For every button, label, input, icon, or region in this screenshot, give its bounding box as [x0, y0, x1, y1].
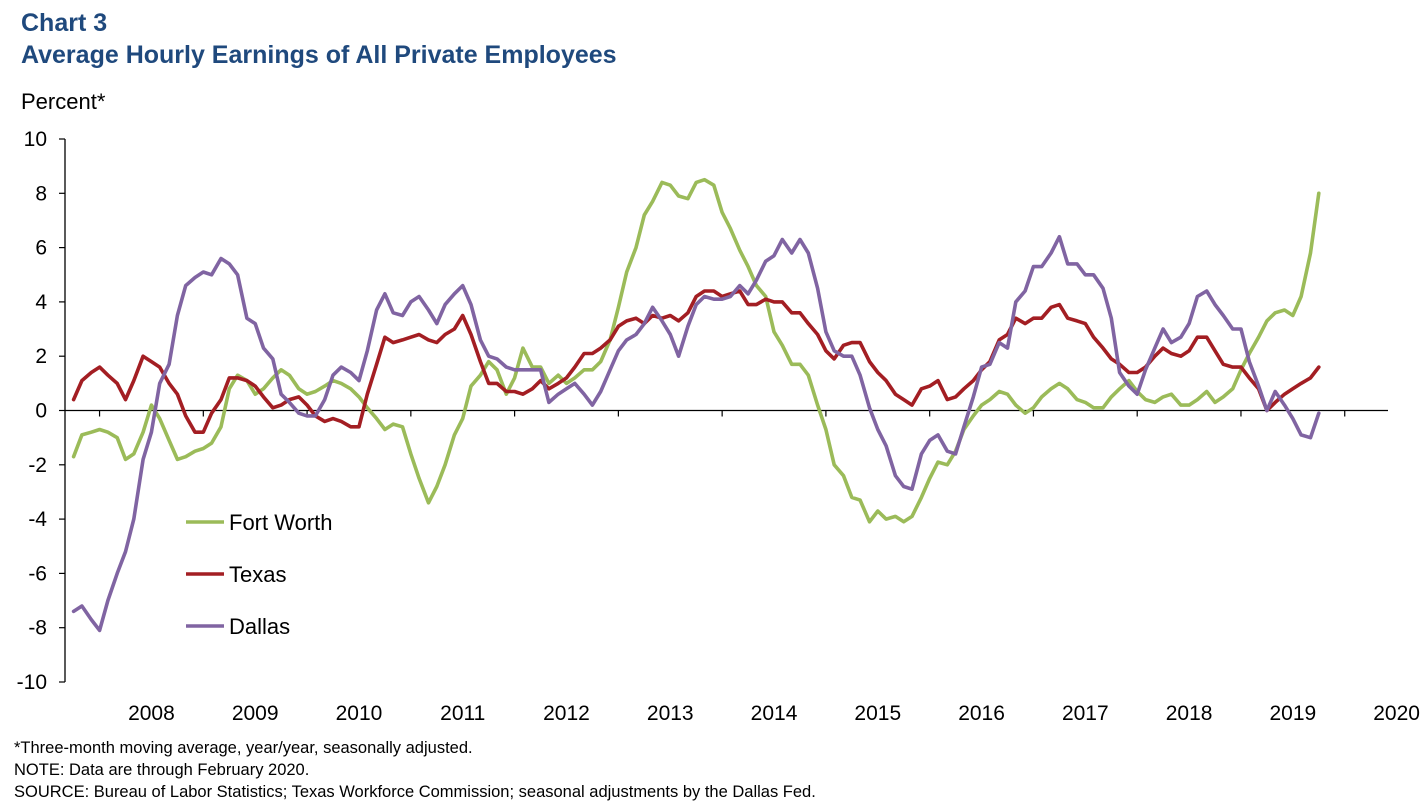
x-tick-label: 2016 [958, 702, 1005, 725]
note-text: NOTE: Data are through February 2020. [14, 761, 310, 779]
x-tick-label: 2010 [336, 702, 383, 725]
legend: Fort Worth Texas Dallas [186, 510, 333, 639]
chart-notes: *Three-month moving average, year/year, … [14, 737, 816, 803]
series-line-texas [71, 289, 1321, 434]
x-tick-label: 2014 [751, 702, 798, 725]
series-lines [71, 177, 1321, 633]
series-line-dallas [71, 234, 1321, 633]
y-tick-label: 0 [35, 400, 47, 423]
x-tick-label: 2008 [128, 702, 175, 725]
x-tick-label: 2017 [1062, 702, 1109, 725]
y-tick-label: 8 [35, 182, 47, 205]
x-tick-label: 2013 [647, 702, 694, 725]
y-tick-label: -2 [28, 454, 47, 477]
x-tick-label: 2020 [1373, 702, 1420, 725]
legend-label-dallas: Dallas [229, 614, 290, 639]
chart-label: Chart 3 [21, 9, 108, 37]
footnote-text: *Three-month moving average, year/year, … [14, 739, 473, 757]
legend-label-fort-worth: Fort Worth [229, 510, 333, 535]
x-tick-label: 2018 [1166, 702, 1213, 725]
x-tick-labels: 2008 2009 2010 2011 2012 2013 2014 2015 2016 2017… [128, 702, 1420, 725]
y-tick-label: 10 [24, 128, 47, 151]
x-tick-label: 2009 [232, 702, 279, 725]
y-tick-label: -6 [28, 562, 47, 585]
y-tick-label: 4 [35, 291, 47, 314]
y-tick-label: -8 [28, 617, 47, 640]
y-tick-label: 6 [35, 237, 47, 260]
y-tick-label: -10 [17, 671, 47, 694]
series-line-fort-worth [71, 177, 1321, 524]
x-tick-label: 2019 [1269, 702, 1316, 725]
x-tick-label: 2012 [543, 702, 590, 725]
axes [59, 138, 1388, 683]
x-tick-label: 2015 [854, 702, 901, 725]
source-text: SOURCE: Bureau of Labor Statistics; Texa… [14, 783, 816, 801]
chart-title: Average Hourly Earnings of All Private E… [21, 41, 617, 69]
x-tick-label: 2011 [440, 702, 485, 725]
y-tick-label: -4 [28, 508, 47, 531]
y-tick-label: 2 [35, 345, 47, 368]
legend-label-texas: Texas [229, 562, 286, 587]
y-tick-labels: 10 8 6 4 2 0 -2 -4 -6 -8 -10 [17, 128, 48, 694]
y-axis-label: Percent* [21, 89, 106, 114]
